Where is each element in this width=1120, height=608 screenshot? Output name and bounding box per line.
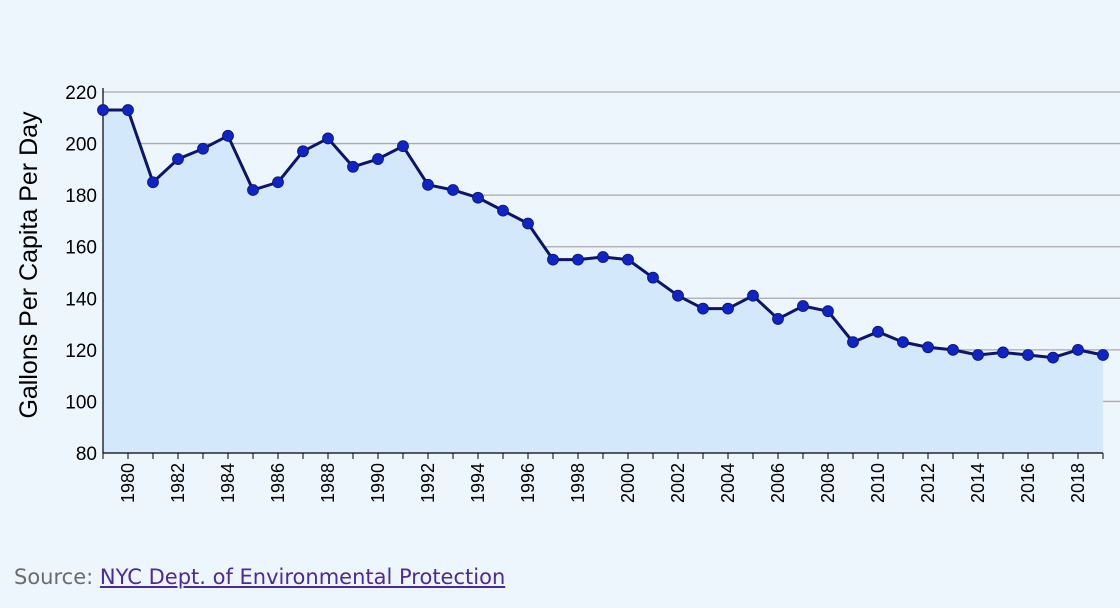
x-tick-label: 1988 — [318, 463, 338, 503]
data-point[interactable] — [322, 132, 334, 145]
y-tick-labels: 80 100 120 140 160 180 200 220 — [65, 83, 97, 465]
data-point[interactable] — [172, 153, 184, 165]
data-point[interactable] — [972, 349, 984, 361]
data-point[interactable] — [397, 140, 409, 153]
data-point[interactable] — [272, 176, 284, 189]
data-point[interactable] — [447, 184, 459, 196]
data-point[interactable] — [472, 191, 484, 204]
y-tick-label: 220 — [65, 83, 97, 104]
chart-svg: 80 100 120 140 160 180 200 220 1980 1982 1984 1986… — [15, 83, 1120, 503]
data-points — [97, 104, 1109, 364]
data-point[interactable] — [197, 142, 209, 155]
x-tick-label: 2014 — [968, 463, 988, 503]
data-point[interactable] — [822, 305, 834, 318]
data-point[interactable] — [1047, 351, 1059, 364]
y-tick-label: 100 — [65, 392, 97, 413]
y-axis-label: Gallons Per Capita Per Day — [15, 111, 43, 419]
data-point[interactable] — [922, 341, 934, 354]
y-tick-label: 120 — [65, 341, 97, 362]
data-point[interactable] — [497, 204, 509, 217]
x-tick-labels: 1980 1982 1984 1986 1988 1990 1992 1994 1996 1998… — [118, 463, 1088, 503]
x-tick-label: 1996 — [518, 463, 538, 503]
data-point[interactable] — [997, 346, 1009, 359]
source-link[interactable]: NYC Dept. of Environmental Protection — [99, 565, 506, 589]
area-fill — [103, 110, 1103, 454]
data-point[interactable] — [847, 336, 859, 349]
x-tick-label: 2004 — [718, 463, 738, 503]
data-point[interactable] — [222, 129, 234, 142]
data-point[interactable] — [647, 271, 659, 284]
data-point[interactable] — [572, 253, 584, 266]
data-point[interactable] — [247, 184, 259, 196]
data-point[interactable] — [547, 253, 559, 266]
data-point[interactable] — [672, 289, 684, 302]
data-point[interactable] — [1097, 349, 1109, 361]
x-tick-label: 2012 — [918, 463, 938, 503]
data-point[interactable] — [697, 302, 709, 315]
data-point[interactable] — [147, 176, 159, 189]
data-point[interactable] — [872, 325, 884, 338]
area-layer — [103, 110, 1103, 454]
chart: 80 100 120 140 160 180 200 220 1980 1982 1984 1986… — [15, 83, 1120, 503]
x-tick-label: 1984 — [218, 463, 238, 503]
data-point[interactable] — [122, 104, 134, 116]
data-point[interactable] — [897, 336, 909, 349]
data-point[interactable] — [597, 251, 609, 263]
x-tick-label: 1986 — [268, 463, 288, 503]
data-point[interactable] — [372, 153, 384, 165]
source-line: Source: NYC Dept. of Environmental Prote… — [14, 565, 505, 589]
x-tick-label: 1980 — [118, 463, 138, 503]
data-point[interactable] — [1022, 349, 1034, 361]
x-tick-label: 2016 — [1018, 463, 1038, 503]
data-point[interactable] — [747, 289, 759, 302]
data-point[interactable] — [1072, 343, 1084, 356]
y-tick-label: 160 — [65, 238, 97, 259]
x-tick-label: 2010 — [868, 463, 888, 503]
data-point[interactable] — [522, 217, 534, 230]
y-tick-label: 140 — [65, 289, 97, 310]
data-point[interactable] — [797, 300, 809, 312]
data-point[interactable] — [422, 178, 434, 191]
x-tick-label: 1998 — [568, 463, 588, 503]
x-tick-label: 2006 — [768, 463, 788, 503]
data-point[interactable] — [722, 302, 734, 315]
y-tick-label: 200 — [65, 135, 97, 156]
x-tick-label: 2002 — [668, 463, 688, 503]
data-point[interactable] — [772, 313, 784, 325]
data-point[interactable] — [97, 104, 109, 116]
data-point[interactable] — [622, 253, 634, 266]
axes — [102, 88, 1104, 459]
data-point[interactable] — [347, 160, 359, 173]
y-tick-label: 180 — [65, 186, 97, 207]
x-tick-label: 2008 — [818, 463, 838, 503]
x-tick-label: 1990 — [368, 463, 388, 503]
source-label: Source: — [14, 565, 94, 589]
data-point[interactable] — [947, 343, 959, 356]
y-tick-label: 80 — [76, 444, 97, 465]
data-point[interactable] — [297, 145, 309, 158]
x-tick-label: 2018 — [1068, 463, 1088, 503]
x-tick-label: 1994 — [468, 463, 488, 503]
x-tick-label: 1982 — [168, 463, 188, 503]
x-tick-label: 1992 — [418, 463, 438, 503]
x-tick-label: 2000 — [618, 463, 638, 503]
